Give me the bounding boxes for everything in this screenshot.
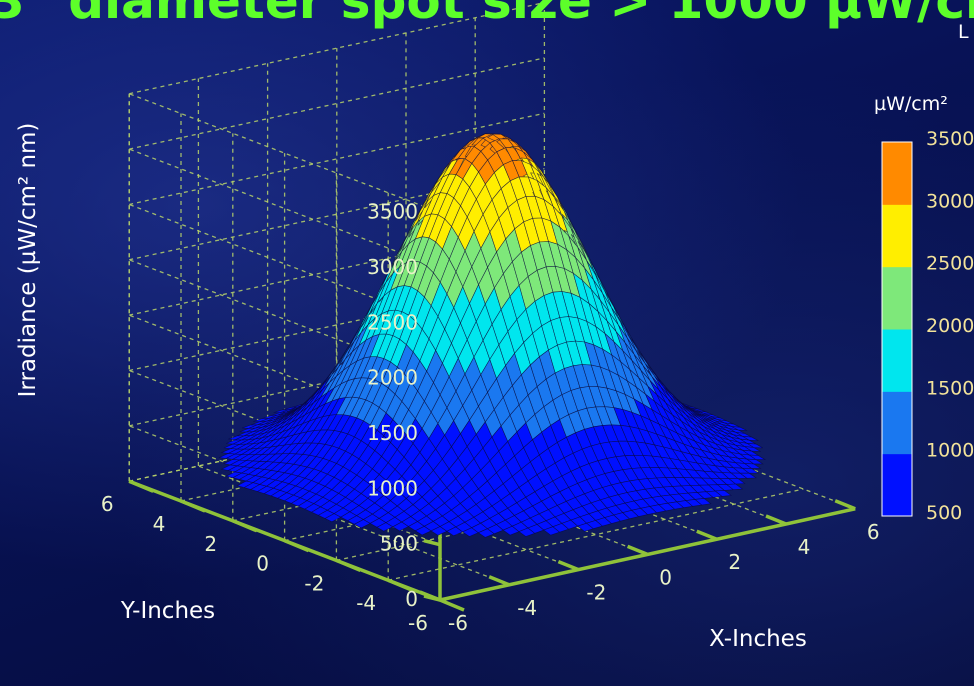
x-tick-label: 6 [867, 520, 880, 544]
colorbar-segment [882, 204, 912, 268]
x-tick-label: 0 [659, 565, 672, 589]
y-tick-mark [232, 519, 258, 533]
colorbar-label: 1500 [926, 377, 974, 399]
surface-patch [739, 472, 757, 479]
y-tick-label: 6 [101, 492, 114, 516]
x-tick-label: 4 [798, 535, 811, 559]
colorbar-segment [882, 329, 912, 392]
colorbar-frame [881, 141, 913, 517]
surface-patch [742, 436, 759, 441]
colorbar-label: 3000 [926, 190, 974, 212]
z-axis-title: Irradiance (µW/cm² nm) [15, 123, 41, 398]
z-tick-label: 3500 [367, 200, 418, 224]
y-tick-mark [387, 578, 413, 592]
colorbar-label: 2500 [926, 253, 974, 275]
z-tick-label: 1500 [367, 421, 418, 445]
x-tick-mark [419, 590, 441, 602]
y-tick-mark [439, 598, 465, 612]
surface-patch [746, 443, 763, 449]
y-tick-label: -4 [356, 591, 376, 615]
corner-text: L [958, 21, 969, 43]
colorbar-segment [882, 391, 912, 455]
y-tick-mark [180, 499, 206, 513]
x-tick-mark [765, 514, 787, 526]
grid-line-z-right [129, 112, 545, 206]
z-tick-mark [423, 538, 441, 547]
x-tick-label: -4 [517, 596, 537, 620]
z-tick-label: 2500 [367, 310, 418, 334]
y-tick-label: -6 [408, 611, 428, 635]
x-tick-mark [626, 544, 649, 557]
y-tick-label: -2 [304, 571, 324, 595]
y-tick-label: 4 [153, 512, 166, 536]
y-axis-title: Y-Inches [120, 598, 215, 624]
x-axis-title: X-Inches [709, 626, 807, 652]
x-tick-label: -2 [586, 581, 606, 605]
colorbar: 500 1000 1500 2000 2500 3000 3500 µW/cm² [874, 93, 974, 524]
colorbar-segment [882, 266, 912, 330]
x-tick-mark [488, 575, 510, 587]
surface-patch [748, 454, 767, 460]
colorbar-segment [882, 142, 912, 205]
x-tick-mark [834, 499, 856, 511]
colorbar-unit: µW/cm² [874, 93, 948, 115]
z-tick-label: 2000 [367, 366, 418, 390]
surface-layer [218, 133, 767, 538]
x-tick-label: 2 [728, 550, 741, 574]
y-tick-label: 0 [256, 552, 269, 576]
surface-patch [725, 483, 744, 491]
colorbar-label: 500 [926, 502, 962, 524]
z-tick-label: 3000 [367, 255, 418, 279]
grid-line-y-floor [388, 488, 804, 581]
chart-title: 3" diameter spot size > 1000 µW/cm² [0, 0, 974, 30]
labels-layer: 0 500 1000 1500 2000 2500 3000 3500 -6 -4 -2 0 2 4 6 -6… [15, 123, 880, 652]
x-tick-mark [696, 529, 718, 541]
colorbar-segment [882, 453, 912, 517]
colorbar-label: 3500 [926, 128, 974, 150]
z-tick-label: 1000 [367, 476, 418, 500]
x-tick-mark [557, 559, 580, 572]
colorbar-label: 1000 [926, 440, 974, 462]
x-tick-label: -6 [448, 611, 468, 635]
y-tick-label: 2 [204, 532, 217, 556]
y-tick-mark [128, 479, 154, 493]
grid-line-z-right [129, 57, 545, 150]
surface-patch [745, 458, 764, 465]
y-tick-mark [283, 538, 310, 553]
z-tick-label: 500 [380, 532, 418, 556]
surface-patch [731, 426, 748, 431]
y-tick-mark [335, 558, 362, 573]
z-tick-label: 0 [405, 587, 418, 611]
colorbar-label: 2000 [926, 315, 974, 337]
